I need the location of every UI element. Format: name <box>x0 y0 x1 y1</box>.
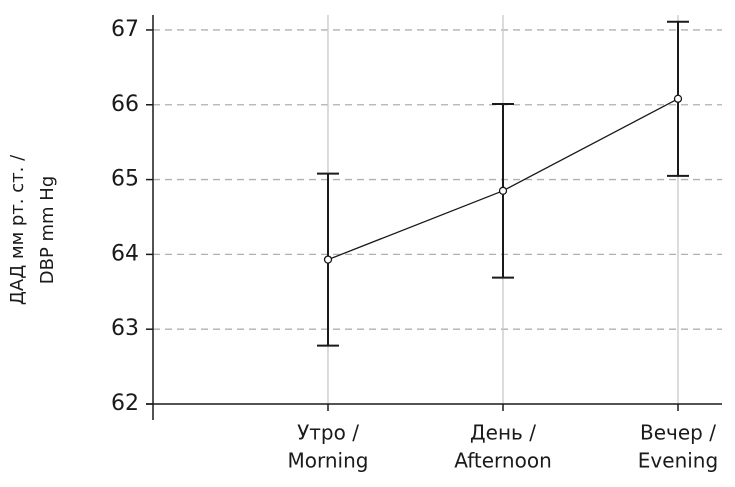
x-tick-label: Afternoon <box>454 449 552 473</box>
x-tick-label: Утро / <box>297 421 359 445</box>
x-tick-label: Morning <box>288 449 369 473</box>
x-tick-label: День / <box>470 421 536 445</box>
y-tick-label: 67 <box>111 17 139 42</box>
y-tick-label: 65 <box>111 167 139 192</box>
point <box>498 186 508 195</box>
y-tick-label: 63 <box>111 316 139 341</box>
y-tick-label: 62 <box>111 391 139 416</box>
x-tick-label: Вечер / <box>640 421 716 445</box>
point <box>323 255 333 264</box>
point <box>673 94 683 103</box>
y-tick-label: 66 <box>111 92 139 117</box>
x-tick-label: Evening <box>638 449 718 473</box>
y-axis-label: DBP mm Hg <box>37 176 58 285</box>
y-tick-label: 64 <box>111 241 139 266</box>
y-axis-label: ДАД мм рт. ст. / <box>7 154 28 305</box>
